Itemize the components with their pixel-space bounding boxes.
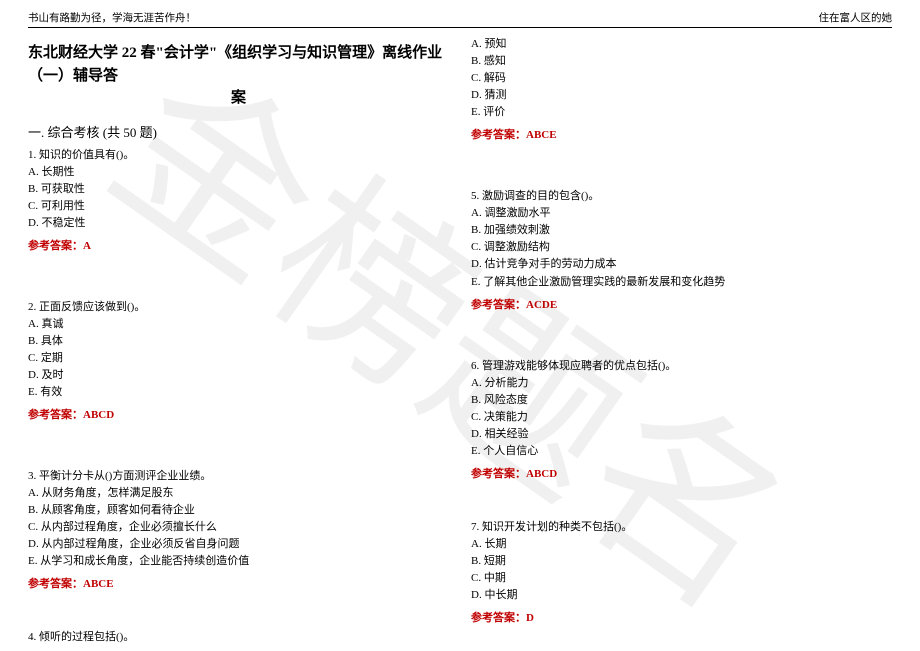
q7-opt-b: B. 短期	[471, 553, 892, 570]
q2-stem: 2. 正面反馈应该做到()。	[28, 299, 449, 316]
q7-opt-a: A. 长期	[471, 536, 892, 553]
q3-answer: 参考答案：ABCE	[28, 576, 449, 593]
answer-label: 参考答案：	[471, 129, 526, 141]
q2-answer-value: ABCD	[83, 409, 114, 421]
q5-opt-c: C. 调整激励结构	[471, 239, 892, 256]
q1-opt-c: C. 可利用性	[28, 198, 449, 215]
q6-answer: 参考答案：ABCD	[471, 466, 892, 483]
q3-stem: 3. 平衡计分卡从()方面测评企业业绩。	[28, 468, 449, 485]
section-heading: 一. 综合考核 (共 50 题)	[28, 122, 449, 141]
q2-answer: 参考答案：ABCD	[28, 407, 449, 424]
q1-answer: 参考答案：A	[28, 238, 449, 255]
page-header: 书山有路勤为径，学海无涯苦作舟！ 住在富人区的她	[28, 10, 892, 28]
q5-stem: 5. 激励调查的目的包含()。	[471, 188, 892, 205]
answer-label: 参考答案：	[471, 612, 526, 624]
question-1: 1. 知识的价值具有()。 A. 长期性 B. 可获取性 C. 可利用性 D. …	[28, 147, 449, 255]
q6-opt-b: B. 风险态度	[471, 392, 892, 409]
answer-label: 参考答案：	[28, 240, 83, 252]
right-column: A. 预知 B. 感知 C. 解码 D. 猜测 E. 评价 参考答案：ABCE …	[471, 36, 892, 651]
q6-stem: 6. 管理游戏能够体现应聘者的优点包括()。	[471, 358, 892, 375]
q1-opt-a: A. 长期性	[28, 164, 449, 181]
answer-label: 参考答案：	[28, 578, 83, 590]
question-4-options: A. 预知 B. 感知 C. 解码 D. 猜测 E. 评价 参考答案：ABCE	[471, 36, 892, 144]
q3-opt-e: E. 从学习和成长角度，企业能否持续创造价值	[28, 553, 449, 570]
q1-opt-b: B. 可获取性	[28, 181, 449, 198]
q3-answer-value: ABCE	[83, 578, 114, 590]
q6-opt-d: D. 相关经验	[471, 426, 892, 443]
header-left-text: 书山有路勤为径，学海无涯苦作舟！	[28, 10, 196, 25]
title-line-2: 案	[28, 87, 449, 110]
q5-answer: 参考答案：ACDE	[471, 297, 892, 314]
spacer	[471, 328, 892, 358]
q6-opt-a: A. 分析能力	[471, 375, 892, 392]
q4-opt-c: C. 解码	[471, 70, 892, 87]
q4-opt-e: E. 评价	[471, 104, 892, 121]
question-3: 3. 平衡计分卡从()方面测评企业业绩。 A. 从财务角度，怎样满足股东 B. …	[28, 468, 449, 593]
q4-stem: 4. 倾听的过程包括()。	[28, 629, 449, 646]
question-6: 6. 管理游戏能够体现应聘者的优点包括()。 A. 分析能力 B. 风险态度 C…	[471, 358, 892, 483]
q1-opt-d: D. 不稳定性	[28, 215, 449, 232]
q1-answer-value: A	[83, 240, 91, 252]
q4-answer-value: ABCE	[526, 129, 557, 141]
q7-stem: 7. 知识开发计划的种类不包括()。	[471, 519, 892, 536]
q3-opt-b: B. 从顾客角度，顾客如何看待企业	[28, 502, 449, 519]
q4-opt-b: B. 感知	[471, 53, 892, 70]
q6-opt-c: C. 决策能力	[471, 409, 892, 426]
q1-stem: 1. 知识的价值具有()。	[28, 147, 449, 164]
q3-opt-a: A. 从财务角度，怎样满足股东	[28, 485, 449, 502]
header-right-text: 住在富人区的她	[819, 10, 893, 25]
spacer	[28, 607, 449, 629]
q2-opt-e: E. 有效	[28, 384, 449, 401]
q5-opt-a: A. 调整激励水平	[471, 205, 892, 222]
q5-opt-e: E. 了解其他企业激励管理实践的最新发展和变化趋势	[471, 274, 892, 291]
q2-opt-a: A. 真诚	[28, 316, 449, 333]
question-5: 5. 激励调查的目的包含()。 A. 调整激励水平 B. 加强绩效刺激 C. 调…	[471, 188, 892, 313]
q6-opt-e: E. 个人自信心	[471, 443, 892, 460]
two-column-layout: 东北财经大学 22 春"会计学"《组织学习与知识管理》离线作业（一）辅导答 案 …	[28, 36, 892, 651]
spacer	[471, 158, 892, 188]
question-7: 7. 知识开发计划的种类不包括()。 A. 长期 B. 短期 C. 中期 D. …	[471, 519, 892, 627]
q7-answer: 参考答案：D	[471, 610, 892, 627]
q5-opt-b: B. 加强绩效刺激	[471, 222, 892, 239]
q4-answer: 参考答案：ABCE	[471, 127, 892, 144]
q4-opt-d: D. 猜测	[471, 87, 892, 104]
question-4-stem-only: 4. 倾听的过程包括()。	[28, 629, 449, 646]
q5-answer-value: ACDE	[526, 299, 557, 311]
spacer	[28, 438, 449, 468]
q7-opt-c: C. 中期	[471, 570, 892, 587]
q6-answer-value: ABCD	[526, 468, 557, 480]
left-column: 东北财经大学 22 春"会计学"《组织学习与知识管理》离线作业（一）辅导答 案 …	[28, 36, 449, 651]
q7-opt-d: D. 中长期	[471, 587, 892, 604]
document-title: 东北财经大学 22 春"会计学"《组织学习与知识管理》离线作业（一）辅导答 案	[28, 42, 449, 110]
q2-opt-c: C. 定期	[28, 350, 449, 367]
answer-label: 参考答案：	[471, 299, 526, 311]
spacer	[28, 269, 449, 299]
spacer	[471, 497, 892, 519]
page-container: 书山有路勤为径，学海无涯苦作舟！ 住在富人区的她 东北财经大学 22 春"会计学…	[0, 0, 920, 651]
q5-opt-d: D. 估计竞争对手的劳动力成本	[471, 256, 892, 273]
title-line-1: 东北财经大学 22 春"会计学"《组织学习与知识管理》离线作业（一）辅导答	[28, 42, 449, 87]
question-2: 2. 正面反馈应该做到()。 A. 真诚 B. 具体 C. 定期 D. 及时 E…	[28, 299, 449, 424]
answer-label: 参考答案：	[28, 409, 83, 421]
q4-opt-a: A. 预知	[471, 36, 892, 53]
q2-opt-d: D. 及时	[28, 367, 449, 384]
q2-opt-b: B. 具体	[28, 333, 449, 350]
answer-label: 参考答案：	[471, 468, 526, 480]
q7-answer-value: D	[526, 612, 534, 624]
q3-opt-d: D. 从内部过程角度，企业必须反省自身问题	[28, 536, 449, 553]
q3-opt-c: C. 从内部过程角度，企业必须擅长什么	[28, 519, 449, 536]
